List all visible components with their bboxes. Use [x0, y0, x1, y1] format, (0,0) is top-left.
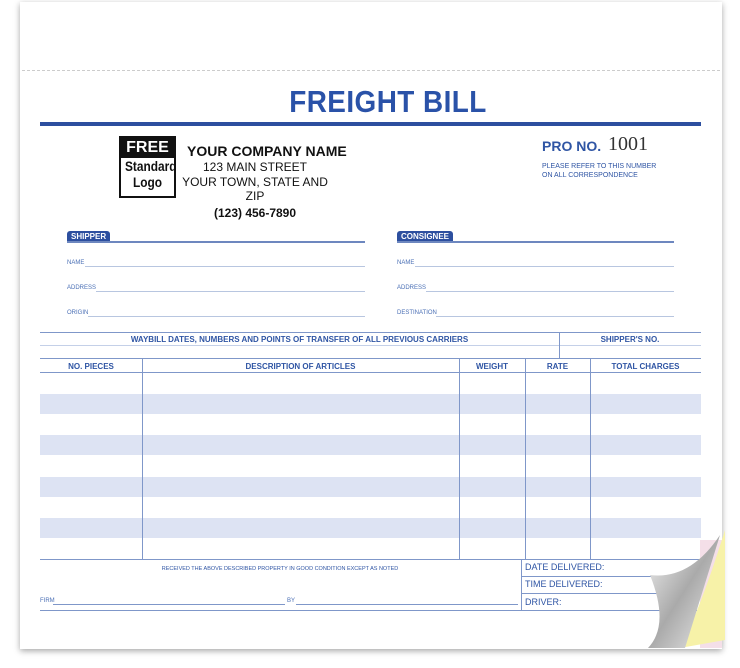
page-curl-icon: [648, 530, 725, 648]
waybill-header: WAYBILL DATES, NUMBERS AND POINTS OF TRA…: [130, 335, 469, 344]
table-rule: [40, 332, 701, 333]
logo-standard: Standard: [124, 158, 177, 174]
row-stripe: [40, 435, 701, 455]
consignee-address-label: ADDRESS: [397, 285, 427, 291]
row-stripe: [40, 477, 701, 497]
consignee-destination-label: DESTINATION: [397, 310, 437, 316]
table-rule: [521, 576, 701, 577]
col-weight: WEIGHT: [476, 362, 508, 371]
consignee-name-label: NAME: [397, 260, 415, 266]
col-total: TOTAL CHARGES: [611, 362, 680, 371]
date-delivered-label: DATE DELIVERED:: [525, 562, 605, 572]
row-stripe: [40, 518, 701, 538]
col-pieces: NO. PIECES: [68, 362, 114, 371]
form-title: FREIGHT BILL: [289, 84, 487, 119]
title-rule: [40, 122, 701, 126]
table-rule: [40, 372, 701, 373]
curl-fold: [648, 535, 720, 648]
consignee-address-field[interactable]: [426, 291, 674, 292]
table-rule: [40, 610, 701, 611]
pro-number: 1001: [608, 133, 648, 155]
shipper-address-label: ADDRESS: [67, 285, 97, 291]
table-divider: [459, 358, 460, 559]
logo-free: FREE: [121, 138, 174, 158]
shipper-name-label: NAME: [67, 260, 85, 266]
shipper-rule: [67, 241, 365, 243]
company-name: YOUR COMPANY NAME: [187, 143, 347, 159]
shippers-no-header: SHIPPER'S NO.: [600, 335, 660, 344]
table-divider: [521, 559, 522, 610]
consignee-destination-field[interactable]: [436, 316, 674, 317]
consignee-heading: CONSIGNEE: [397, 231, 454, 242]
table-divider: [559, 332, 560, 358]
form-sheet: [20, 2, 722, 649]
shipper-origin-field[interactable]: [88, 316, 365, 317]
received-statement: RECEIVED THE ABOVE DESCRIBED PROPERTY IN…: [161, 566, 399, 572]
logo-placeholder: FREE Standard Logo: [119, 136, 177, 198]
shipper-address-field[interactable]: [96, 291, 365, 292]
pro-note-1: PLEASE REFER TO THIS NUMBER: [542, 163, 657, 170]
time-delivered-label: TIME DELIVERED:: [525, 579, 603, 589]
pro-note-2: ON ALL CORRESPONDENCE: [542, 172, 638, 179]
logo-text: Logo: [132, 174, 163, 190]
consignee-rule: [397, 241, 674, 243]
pro-label: PRO NO.: [542, 138, 602, 154]
table-divider: [590, 358, 591, 559]
company-phone: (123) 456-7890: [213, 206, 297, 220]
firm-field[interactable]: [53, 604, 285, 605]
consignee-name-field[interactable]: [415, 266, 674, 267]
company-street: 123 MAIN STREET: [202, 160, 308, 174]
table-rule: [40, 345, 701, 346]
table-rule: [40, 559, 701, 560]
perforation-line: [22, 70, 720, 71]
by-field[interactable]: [296, 604, 518, 605]
by-label: BY: [287, 598, 296, 604]
shipper-origin-label: ORIGIN: [67, 310, 89, 316]
company-city: YOUR TOWN, STATE AND ZIP: [182, 175, 328, 203]
driver-label: DRIVER:: [525, 597, 562, 607]
shipper-heading: SHIPPER: [67, 231, 111, 242]
table-rule: [521, 593, 701, 594]
copy-yellow: [680, 530, 725, 648]
col-description: DESCRIPTION OF ARTICLES: [245, 362, 356, 371]
row-stripe: [40, 394, 701, 414]
table-divider: [525, 358, 526, 559]
table-rule: [40, 358, 701, 359]
col-rate: RATE: [546, 362, 569, 371]
firm-label: FIRM: [40, 598, 55, 604]
table-divider: [142, 358, 143, 559]
shipper-name-field[interactable]: [85, 266, 365, 267]
